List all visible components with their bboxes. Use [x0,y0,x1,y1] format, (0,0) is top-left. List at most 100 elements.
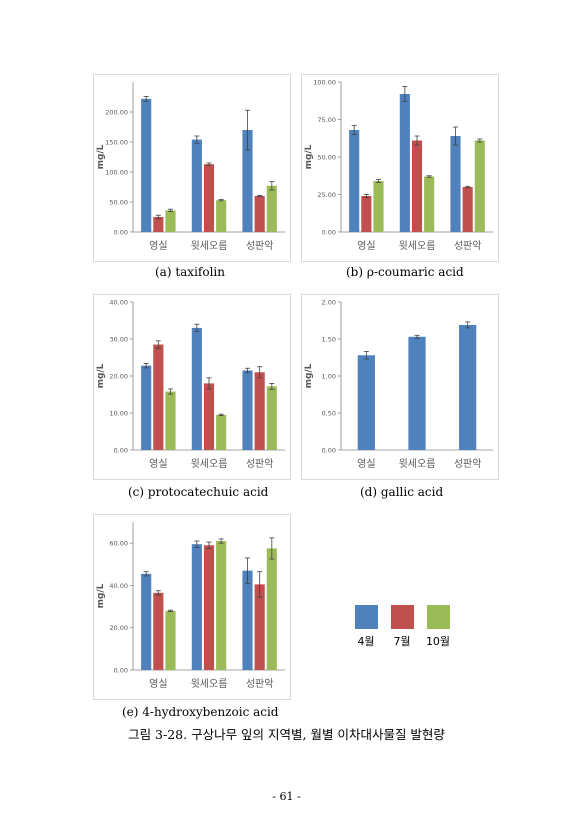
bar-july-1 [153,344,164,450]
x-tick-label: 윗세오름 [191,240,228,252]
bar-april-3 [450,136,461,232]
bar-july-2 [203,545,215,670]
bar-october-2 [216,541,227,670]
bar-october-3 [474,140,485,232]
bar-july-2 [203,383,215,450]
bar-october-3 [266,185,277,232]
figure-caption: 그림 3-28. 구상나무 잎의 지역별, 월별 이차대사물질 발현량 [128,727,445,742]
bar-october-1 [373,181,384,232]
x-tick-label: 성판악 [246,678,274,690]
chart-panel-taxifolin: 0.00 50.00 100.00 150.00 200.00 mg/L 영실 윗세오름 성판악 [93,74,291,262]
y-tick-label: 20.00 [109,624,128,632]
bar-april-3 [459,324,477,450]
y-tick-label: 10.00 [109,410,128,418]
x-tick-label: 영실 [149,240,167,252]
bar-april-3 [242,570,253,670]
x-tick-label: 윗세오름 [191,678,228,690]
chart-caption-e: (e) 4-hydroxybenzoic acid [122,705,279,719]
x-tick-label: 영실 [357,458,375,470]
bar-april-2 [408,336,426,450]
y-tick-label: 40.00 [109,582,128,590]
y-tick-label: 60.00 [109,540,128,548]
y-axis-label: mg/L [304,363,314,388]
legend-label-october: 10월 [425,635,451,648]
x-tick-label: 윗세오름 [191,458,228,470]
y-tick-label: 25.00 [317,191,336,199]
y-tick-label: 0.00 [114,667,128,675]
bar-april-1 [141,98,152,232]
bar-april-1 [349,130,360,232]
chart-protocatechuic-acid: 0.00 10.00 20.00 30.00 40.00 mg/L 영실 윗세오름 성판악 [93,294,291,480]
bar-april-2 [191,139,202,232]
bar-july-3 [462,187,473,232]
bar-april-2 [399,94,410,232]
y-tick-label: 30.00 [109,336,128,344]
y-tick-label: 150.00 [105,139,128,147]
chart-taxifolin: 0.00 50.00 100.00 150.00 200.00 mg/L 영실 윗세오름 성판악 [93,74,291,262]
y-axis-label: mg/L [304,144,314,169]
bar-july-3 [254,372,265,450]
y-axis-label: mg/L [96,583,106,608]
y-tick-label: 75.00 [317,116,336,124]
bar-april-3 [242,130,253,232]
chart-caption-a: (a) taxifolin [155,265,225,279]
y-tick-label: 0.00 [322,447,336,455]
chart-panel-gallic-acid: 0.00 0.50 1.00 1.50 2.00 mg/L 영실 윗세오름 성판악 [301,294,499,480]
chart-p-coumaric-acid: 0.00 25.00 50.00 75.00 100.00 mg/L 영실 윗세오름 성판악 [301,74,499,262]
bar-october-2 [424,176,435,232]
bar-july-1 [153,217,164,232]
bar-april-2 [191,327,202,450]
x-tick-label: 영실 [357,240,375,252]
y-axis-label: mg/L [96,363,106,388]
y-tick-label: 0.00 [114,229,128,237]
y-tick-label: 2.00 [322,299,336,307]
legend-label-july: 7월 [393,635,411,648]
legend-label-april: 4월 [357,635,375,648]
x-tick-label: 영실 [149,458,167,470]
bar-july-3 [254,584,265,670]
chart-panel-protocatechuic-acid: 0.00 10.00 20.00 30.00 40.00 mg/L 영실 윗세오름 성판악 [93,294,291,480]
bar-july-3 [254,196,265,232]
x-tick-label: 성판악 [454,458,482,470]
legend-item-july: 7월 [388,605,416,649]
bar-july-2 [411,140,423,232]
page-number: - 61 - [272,790,301,803]
bar-april-3 [242,370,253,450]
y-tick-label: 100.00 [313,79,336,87]
bar-october-1 [165,610,176,670]
bar-october-2 [216,414,227,450]
y-tick-label: 0.50 [322,410,336,418]
y-tick-label: 100.00 [105,169,128,177]
legend-swatch-october [426,605,450,629]
chart-panel-p-coumaric-acid: 0.00 25.00 50.00 75.00 100.00 mg/L 영실 윗세오름 성판악 [301,74,499,262]
x-tick-label: 성판악 [246,240,274,252]
bar-october-3 [266,386,277,450]
y-tick-label: 1.00 [322,373,336,381]
y-tick-label: 0.00 [322,229,336,237]
bar-july-1 [153,592,164,670]
chart-panel-4-hydroxybenzoic-acid: 0.00 20.00 40.00 60.00 mg/L 영실 윗세오름 성판악 [93,514,291,700]
legend-swatch-july [390,605,414,629]
bar-october-3 [266,548,277,670]
bar-october-2 [216,200,227,232]
bar-october-1 [165,391,176,450]
y-tick-label: 1.50 [322,336,336,344]
y-tick-label: 50.00 [109,199,128,207]
chart-4-hydroxybenzoic-acid: 0.00 20.00 40.00 60.00 mg/L 영실 윗세오름 성판악 [93,514,291,700]
bar-april-1 [357,355,375,450]
x-tick-label: 성판악 [454,240,482,252]
y-tick-label: 50.00 [317,154,336,162]
y-tick-label: 40.00 [109,299,128,307]
bar-april-2 [191,544,202,670]
legend-swatch-april [354,605,378,629]
legend-item-april: 4월 [352,605,380,649]
legend-item-october: 10월 [424,605,452,649]
bar-april-1 [141,573,152,670]
x-tick-label: 윗세오름 [399,240,436,252]
x-tick-label: 성판악 [246,458,274,470]
chart-caption-b: (b) ρ-coumaric acid [346,265,464,279]
y-tick-label: 200.00 [105,109,128,117]
chart-legend: 4월 7월 10월 [352,605,462,655]
chart-caption-c: (c) protocatechuic acid [128,485,269,499]
chart-gallic-acid: 0.00 0.50 1.00 1.50 2.00 mg/L 영실 윗세오름 성판악 [301,294,499,480]
